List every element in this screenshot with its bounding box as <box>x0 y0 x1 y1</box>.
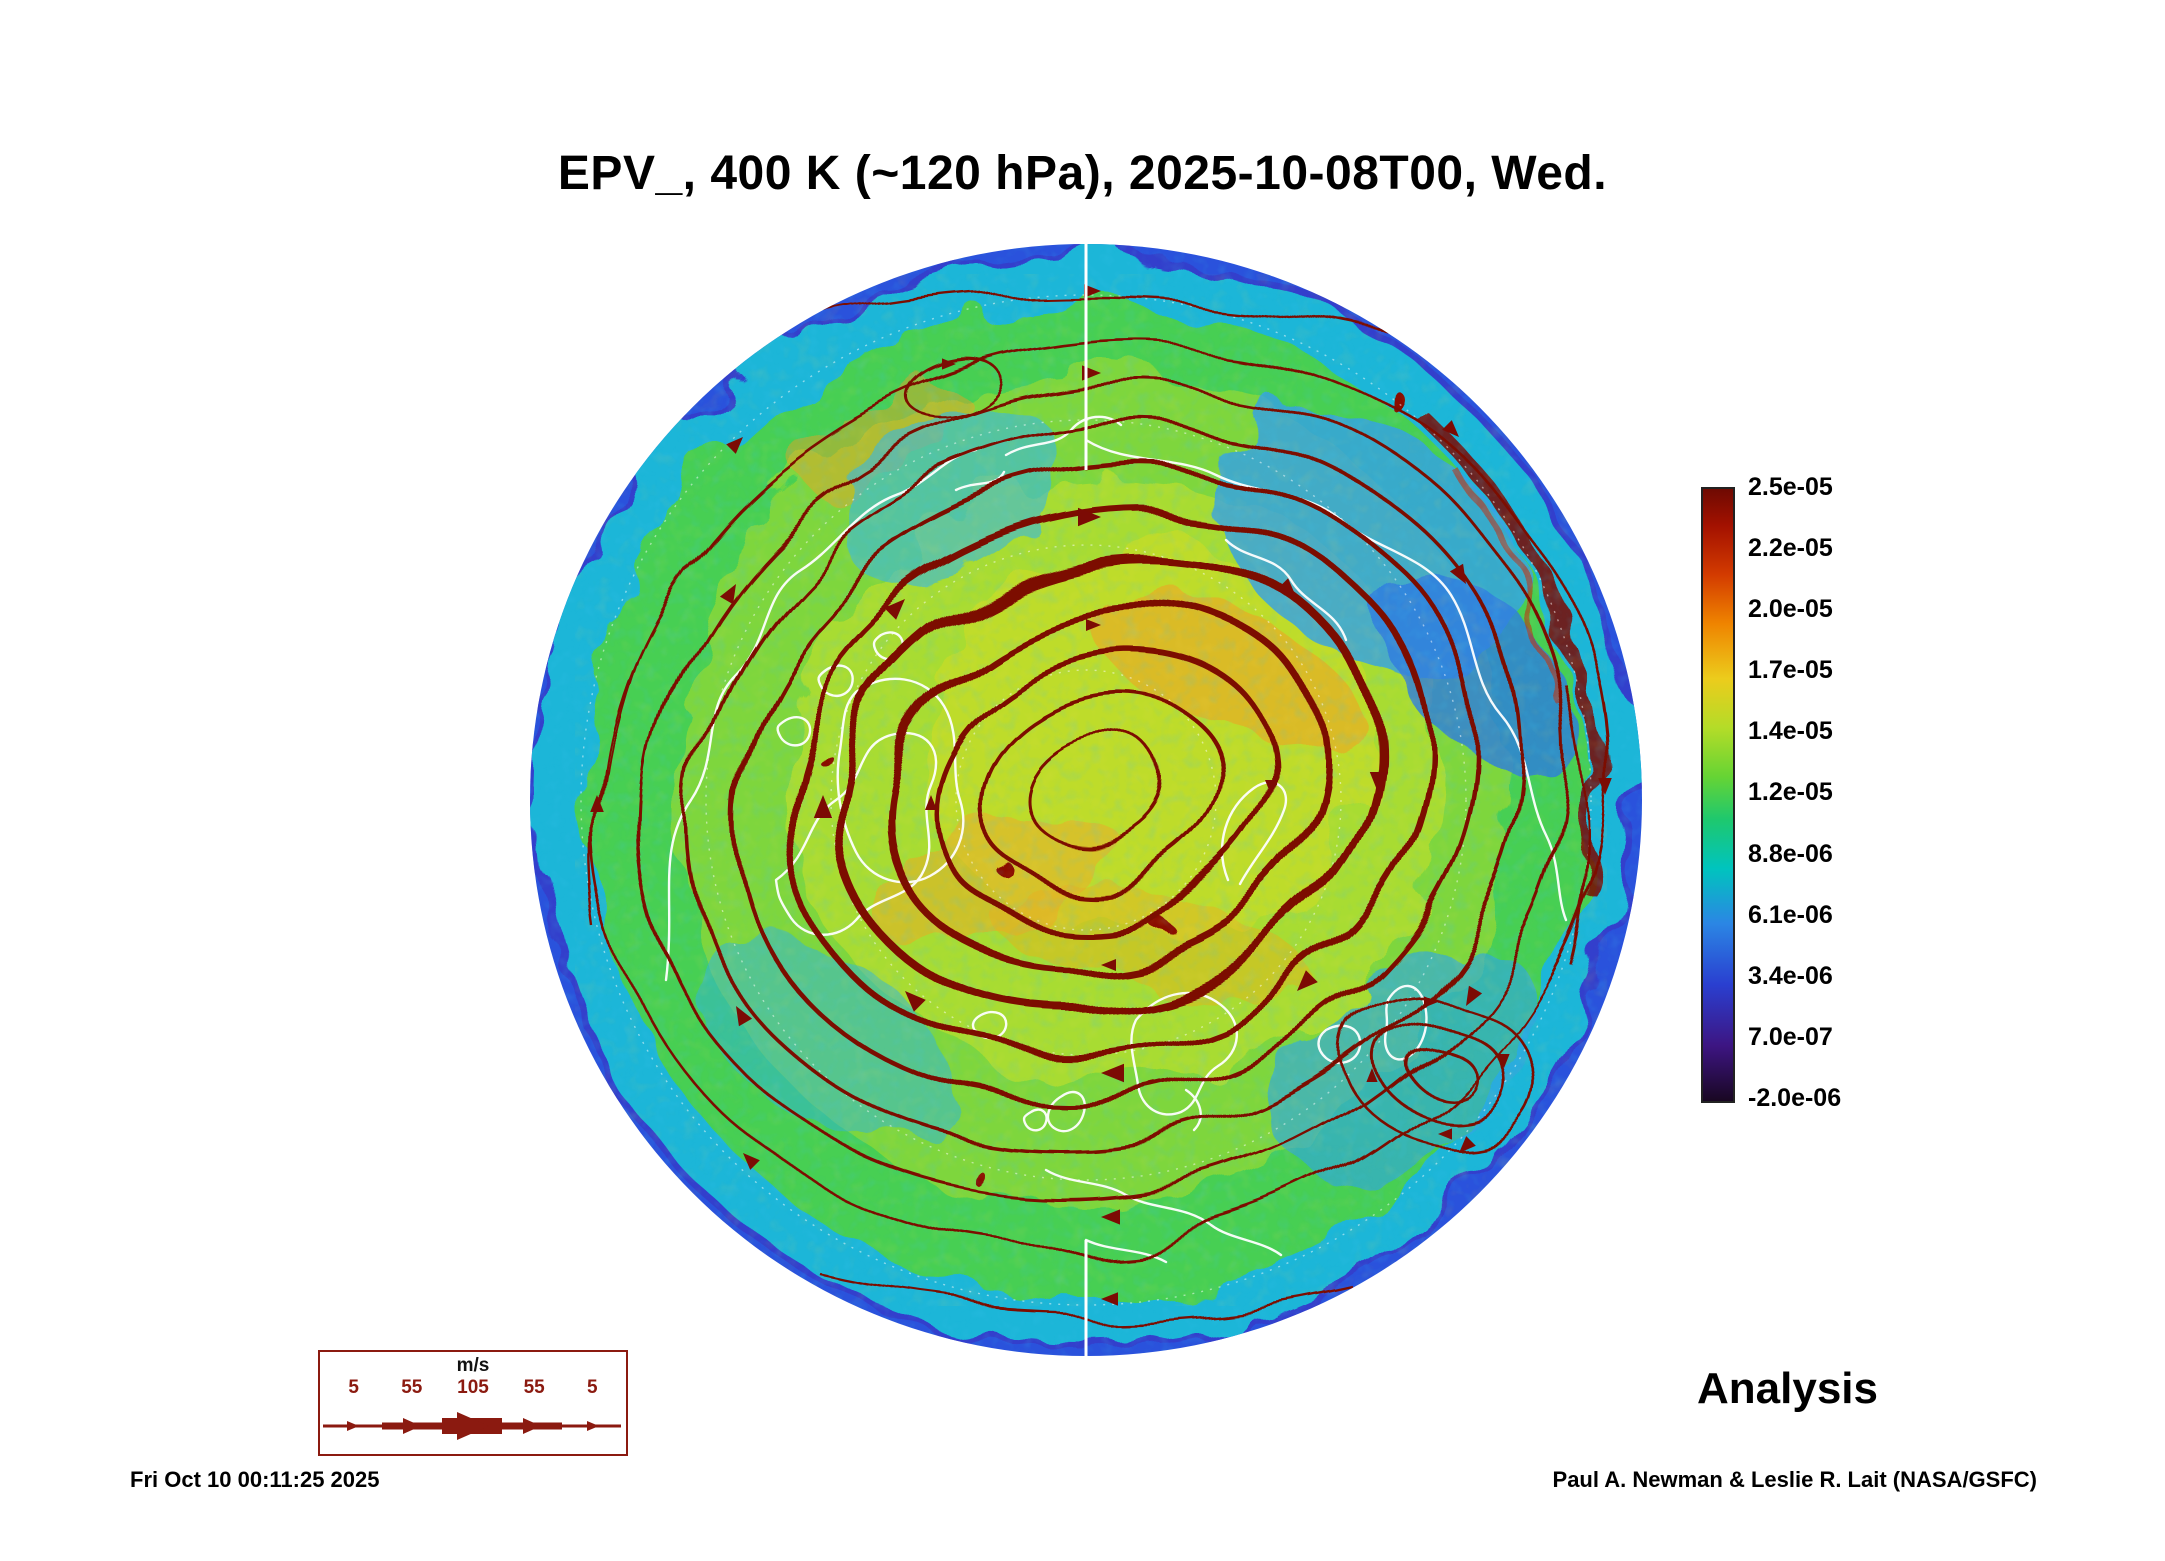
wind-legend-tick: 55 <box>401 1377 423 1398</box>
wind-legend-tick: 55 <box>523 1377 545 1398</box>
credit-text: Paul A. Newman & Leslie R. Lait (NASA/GS… <box>1552 1467 2037 1492</box>
generated-timestamp: Fri Oct 10 00:11:25 2025 <box>130 1467 380 1492</box>
colorbar-labels: 2.5e-05 2.2e-05 2.0e-05 1.7e-05 1.4e-05 … <box>1748 472 1842 1113</box>
wind-legend-tick: 5 <box>348 1377 359 1398</box>
wind-legend-ticks: 5 55 105 55 5 <box>320 1377 626 1401</box>
speckle-yellow <box>661 360 1521 1220</box>
chart-title: EPV_, 400 K (~120 hPa), 2025-10-08T00, W… <box>557 147 1608 200</box>
analysis-label: Analysis <box>1697 1364 1878 1413</box>
epv-globe <box>530 244 1642 1356</box>
wind-speed-legend: m/s 5 55 105 55 5 <box>318 1350 628 1456</box>
colorbar <box>1701 487 1735 1103</box>
wind-legend-tick: 5 <box>587 1377 598 1398</box>
wind-legend-tick: 105 <box>457 1377 489 1398</box>
epv-globe-plot <box>526 240 1646 1360</box>
wind-legend-units: m/s <box>456 1355 490 1376</box>
wind-scale-arrows <box>323 1412 621 1440</box>
